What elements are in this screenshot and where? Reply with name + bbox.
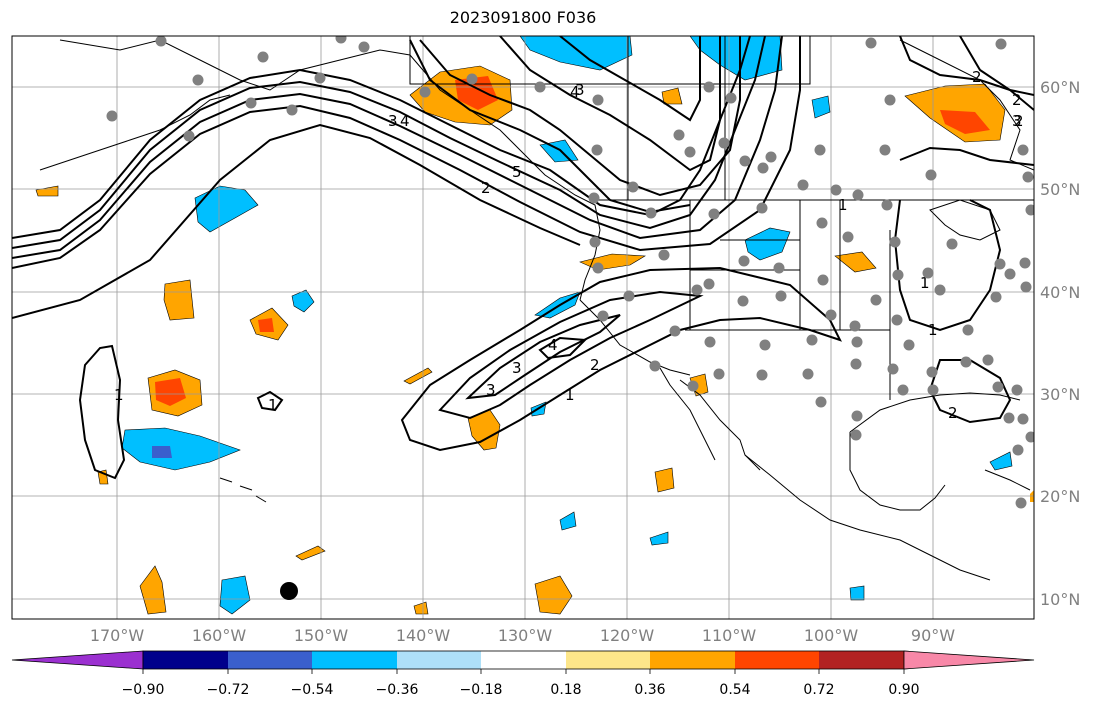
contour-label: 3 [575, 81, 585, 99]
contour-lines [12, 36, 1034, 480]
colorbar-tick-label: 0.18 [550, 682, 581, 698]
contour-label: 1 [565, 386, 575, 404]
shaded-anomalies [35, 36, 1034, 615]
storm-center-marker [280, 582, 298, 600]
contour-label: 3 [1012, 112, 1022, 130]
colorbar-tick-label: 0.36 [634, 682, 665, 698]
contour-labels: 1 2 3 4 5 3 4 4 3 3 2 1 1 1 2 2 2 1 1 2 … [114, 68, 1024, 422]
colorbar: −0.90 −0.72 −0.54 −0.36 −0.18 0.18 0.36 … [11, 650, 1035, 698]
lon-tick-label: 130°W [498, 626, 553, 645]
lon-tick-label: 110°W [702, 626, 757, 645]
lat-tick-label: 50°N [1040, 180, 1080, 199]
graticule [12, 36, 1034, 619]
lon-tick-label: 120°W [600, 626, 655, 645]
contour-label: 1 [268, 396, 278, 414]
contour-label: 2 [1012, 91, 1022, 109]
contour-label: 2 [1014, 112, 1024, 130]
lat-tick-label: 10°N [1040, 590, 1080, 609]
colorbar-bin [228, 651, 312, 669]
colorbar-bin [566, 651, 650, 669]
lat-tick-label: 40°N [1040, 283, 1080, 302]
lon-tick-labels: 170°W 160°W 150°W 140°W 130°W 120°W 110°… [90, 626, 955, 645]
lon-tick-label: 90°W [911, 626, 955, 645]
colorbar-tick-label: −0.36 [376, 682, 419, 698]
colorbar-tick-label: 0.72 [803, 682, 834, 698]
colorbar-tick-label: −0.54 [291, 682, 334, 698]
colorbar-bin [735, 651, 819, 669]
contour-label: 4 [548, 336, 558, 354]
colorbar-extend-min [11, 650, 144, 670]
lon-tick-label: 160°W [192, 626, 247, 645]
contour-label: 4 [570, 83, 580, 101]
colorbar-bin [819, 651, 904, 669]
colorbar-tick-label: −0.18 [460, 682, 503, 698]
plot-frame [11, 35, 1035, 620]
lat-tick-labels: 10°N 20°N 30°N 40°N 50°N 60°N [1040, 78, 1080, 609]
contour-label: 3 [512, 359, 522, 377]
colorbar-bin [397, 651, 481, 669]
colorbar-tick-label: 0.54 [719, 682, 750, 698]
lon-tick-label: 170°W [90, 626, 145, 645]
contour-label: 1 [920, 274, 930, 292]
contour-label: 2 [948, 404, 958, 422]
contour-label: 1 [928, 321, 938, 339]
colorbar-bin [143, 651, 228, 669]
colorbar-tick-label: 0.90 [888, 682, 919, 698]
contour-label: 3 [388, 112, 398, 130]
contour-label: 1 [114, 386, 124, 404]
colorbar-bin [481, 651, 566, 669]
colorbar-ticks [142, 669, 905, 674]
lat-tick-label: 60°N [1040, 78, 1080, 97]
contour-label: 2 [590, 356, 600, 374]
colorbar-bin [312, 651, 397, 669]
station-markers [106, 36, 1034, 509]
lon-tick-label: 150°W [294, 626, 349, 645]
lon-tick-label: 100°W [804, 626, 859, 645]
map-title: 2023091800 F036 [449, 8, 597, 27]
contour-label: 2 [481, 179, 491, 197]
colorbar-bin [650, 651, 735, 669]
lat-tick-label: 20°N [1040, 487, 1080, 506]
contour-label: 5 [512, 163, 522, 181]
lat-tick-label: 30°N [1040, 385, 1080, 404]
contour-label: 2 [972, 68, 982, 86]
colorbar-tick-label: −0.90 [122, 682, 165, 698]
lon-tick-label: 140°W [396, 626, 451, 645]
contour-label: 4 [400, 112, 410, 130]
contour-label: 3 [486, 381, 496, 399]
colorbar-tick-label: −0.72 [207, 682, 250, 698]
contour-label: 1 [838, 196, 848, 214]
